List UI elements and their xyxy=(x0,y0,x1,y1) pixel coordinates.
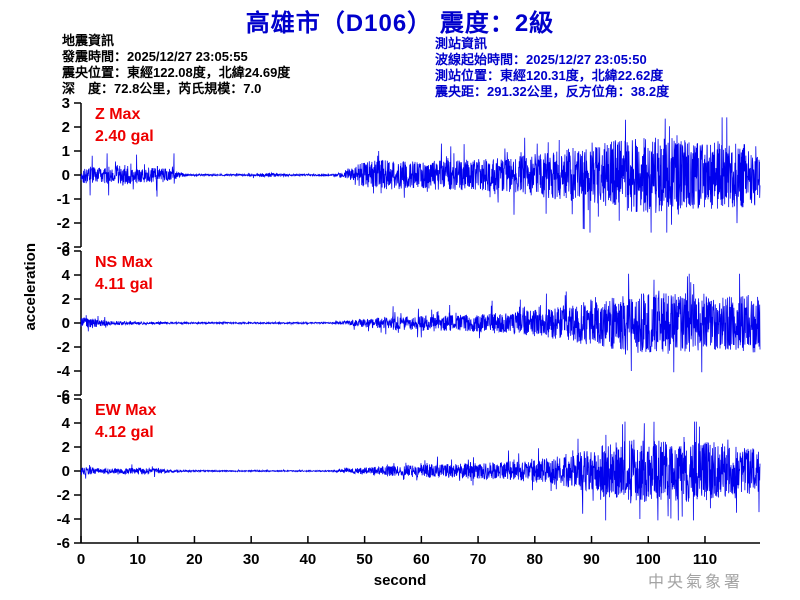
z-ytick-label: -1 xyxy=(57,191,70,208)
ew-ytick-label: -2 xyxy=(57,487,70,504)
ew-ytick-label: -4 xyxy=(57,511,71,528)
ew-ytick-label: 4 xyxy=(62,415,71,432)
xtick-label: 90 xyxy=(583,551,600,568)
z-ytick-label: 1 xyxy=(62,143,70,160)
xtick-label: 20 xyxy=(186,551,203,568)
ew-ytick-label: -6 xyxy=(57,535,70,552)
earthquake-info-block: 地震資訊 發震時間：2025/12/27 23:05:55 震央位置：東經122… xyxy=(62,33,290,97)
xtick-label: 0 xyxy=(77,551,85,568)
wave-start-time-line: 波線起始時間：2025/12/27 23:05:50 xyxy=(435,52,647,67)
ew-ytick-label: 0 xyxy=(62,463,70,480)
z-ytick-label: -2 xyxy=(57,215,70,232)
xtick-label: 70 xyxy=(470,551,487,568)
ns-waveform xyxy=(80,273,761,373)
z-max-value: 2.40 gal xyxy=(95,128,154,145)
ns-ytick-label: 0 xyxy=(62,315,70,332)
xtick-label: 50 xyxy=(356,551,373,568)
x-axis-label: second xyxy=(374,572,427,589)
xtick-label: 100 xyxy=(636,551,661,568)
origin-time-line: 發震時間：2025/12/27 23:05:55 xyxy=(62,49,248,64)
ns-ytick-label: 6 xyxy=(62,243,70,260)
station-info-heading: 測站資訊 xyxy=(435,36,488,51)
ns-ytick-label: 4 xyxy=(62,267,71,284)
ew-max-label: EW Max 4.12 gal xyxy=(95,400,156,444)
ns-ytick-label: -6 xyxy=(57,387,70,404)
xtick-label: 30 xyxy=(243,551,260,568)
ew-y-axis: 6 4 2 0 -2 -4 -6 xyxy=(57,391,82,552)
xtick-label: 80 xyxy=(526,551,543,568)
ns-ytick-label: 2 xyxy=(62,291,70,308)
epicentral-distance-line: 震央距：291.32公里，反方位角：38.2度 xyxy=(435,84,670,99)
z-max-label: Z Max 2.40 gal xyxy=(95,104,154,148)
z-waveform xyxy=(80,117,761,233)
agency-watermark: 中央氣象署 xyxy=(648,574,744,591)
ew-ytick-label: 2 xyxy=(62,439,70,456)
ns-max-label: NS Max 4.11 gal xyxy=(95,252,153,296)
ew-max-title: EW Max xyxy=(95,402,157,419)
page-title: 高雄市（D106） 震度：2級 xyxy=(245,10,555,37)
xtick-label: 10 xyxy=(129,551,146,568)
xtick-label: 60 xyxy=(413,551,430,568)
ns-ytick-label: -4 xyxy=(57,363,71,380)
z-ytick-label: 3 xyxy=(62,95,70,112)
station-location-line: 測站位置：東經120.31度，北緯22.62度 xyxy=(435,68,664,83)
epicenter-location-line: 震央位置：東經122.08度，北緯24.69度 xyxy=(62,65,291,80)
z-ytick-label: 0 xyxy=(62,167,70,184)
z-ytick-label: -3 xyxy=(57,239,70,256)
depth-magnitude-line: 深 度：72.8公里，芮氏規模：7.0 xyxy=(62,81,262,96)
ns-max-value: 4.11 gal xyxy=(95,276,153,293)
ns-ytick-label: -2 xyxy=(57,339,70,356)
ns-max-title: NS Max xyxy=(95,254,153,271)
earthquake-info-heading: 地震資訊 xyxy=(62,33,115,48)
ew-waveform xyxy=(80,421,761,521)
station-info-block: 測站資訊 波線起始時間：2025/12/27 23:05:50 測站位置：東經1… xyxy=(435,36,669,100)
xtick-label: 40 xyxy=(300,551,317,568)
ew-ytick-label: 6 xyxy=(62,391,70,408)
xtick-label: 110 xyxy=(693,551,717,568)
z-ytick-label: 2 xyxy=(62,119,70,136)
ns-y-axis: 6 4 2 0 -2 -4 -6 xyxy=(57,243,82,404)
ew-max-value: 4.12 gal xyxy=(95,424,154,441)
z-max-title: Z Max xyxy=(95,106,141,123)
z-y-axis: 3 2 1 0 -1 -2 -3 xyxy=(57,95,82,256)
x-axis: 0 10 20 30 40 50 60 70 80 90 100 110 second xyxy=(77,536,760,589)
